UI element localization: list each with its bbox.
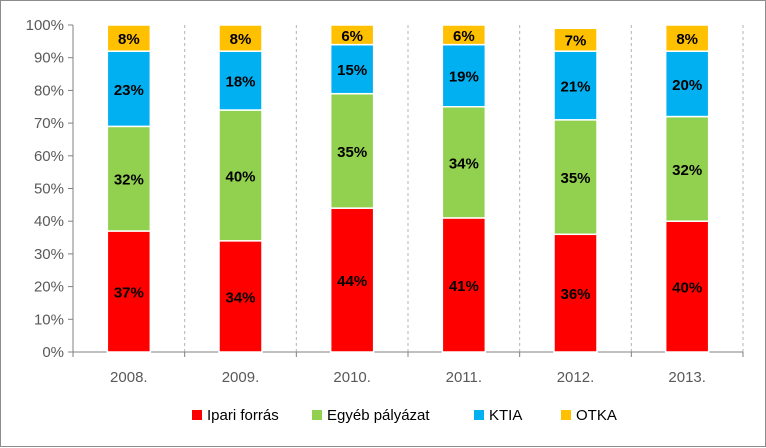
legend-swatch-ktia xyxy=(474,410,484,420)
bar-segment-egy-b-p-ly-zat xyxy=(218,109,263,242)
bar-segment-egy-b-p-ly-zat xyxy=(441,106,487,219)
data-label: 6% xyxy=(453,28,475,45)
data-label: 41% xyxy=(449,278,479,295)
data-label: 8% xyxy=(676,31,698,48)
legend-swatch-ipari-forr-s xyxy=(192,410,202,420)
y-tick-label: 70% xyxy=(34,115,64,132)
bar-segment-ktia xyxy=(441,43,487,108)
legend-label-ktia: KTIA xyxy=(489,407,522,424)
data-label: 37% xyxy=(114,285,144,302)
y-tick-label: 50% xyxy=(34,181,64,198)
bar-segment-otka xyxy=(218,24,263,52)
x-tick-label: 2011. xyxy=(446,369,482,386)
data-label: 40% xyxy=(672,280,702,297)
data-label: 36% xyxy=(560,286,590,303)
y-tick-label: 10% xyxy=(34,311,64,328)
bar-segment-egy-b-p-ly-zat xyxy=(329,92,375,209)
data-label: 8% xyxy=(230,31,252,48)
data-label: 7% xyxy=(565,33,587,50)
x-tick-label: 2008. xyxy=(110,369,148,386)
data-label: 32% xyxy=(114,172,144,189)
bar-segment-ktia xyxy=(106,50,152,128)
bar-segment-otka xyxy=(329,24,375,46)
bar-segment-ktia xyxy=(664,50,710,118)
y-tick-label: 80% xyxy=(34,82,64,99)
bar-segment-ipari-forr-s xyxy=(106,230,152,353)
bar-segment-ktia xyxy=(329,43,375,95)
data-label: 40% xyxy=(225,168,255,185)
data-label: 34% xyxy=(449,155,479,172)
bar-segment-otka xyxy=(553,27,598,52)
bar-segment-egy-b-p-ly-zat xyxy=(106,125,152,232)
data-label: 18% xyxy=(225,74,255,91)
y-tick-label: 0% xyxy=(42,344,64,361)
data-label: 34% xyxy=(225,289,255,306)
x-tick-label: 2010. xyxy=(333,369,371,386)
data-label: 8% xyxy=(118,31,140,48)
data-label: 44% xyxy=(337,273,367,290)
bar-segment-ipari-forr-s xyxy=(329,207,375,353)
data-label: 23% xyxy=(114,82,144,99)
data-label: 20% xyxy=(672,77,702,94)
data-label: 32% xyxy=(672,162,702,179)
bar-segment-otka xyxy=(664,24,710,52)
bar-segment-egy-b-p-ly-zat xyxy=(664,115,710,222)
y-tick-label: 40% xyxy=(34,213,64,230)
y-tick-label: 60% xyxy=(34,148,64,165)
data-label: 21% xyxy=(560,78,590,95)
bar-segment-ktia xyxy=(553,50,598,121)
bar-segment-egy-b-p-ly-zat xyxy=(553,119,598,236)
data-label: 35% xyxy=(560,170,590,187)
data-label: 15% xyxy=(337,62,367,79)
legend-swatch-otka xyxy=(561,410,571,420)
bar-segment-ipari-forr-s xyxy=(218,240,263,353)
data-label: 6% xyxy=(341,28,363,45)
bar-segment-otka xyxy=(441,24,487,46)
data-label: 35% xyxy=(337,144,367,161)
y-tick-label: 90% xyxy=(34,50,64,67)
bar-segment-otka xyxy=(106,24,152,52)
bar-segment-ktia xyxy=(218,50,263,111)
x-tick-label: 2012. xyxy=(557,369,595,386)
legend-label-ipari-forr-s: Ipari forrás xyxy=(207,407,279,424)
bar-segment-ipari-forr-s xyxy=(553,233,598,353)
y-tick-label: 20% xyxy=(34,279,64,296)
x-tick-label: 2013. xyxy=(668,369,706,386)
bar-segment-ipari-forr-s xyxy=(441,217,487,353)
data-label: 19% xyxy=(449,69,479,86)
y-tick-label: 100% xyxy=(26,17,64,34)
bar-segment-ipari-forr-s xyxy=(664,220,710,353)
legend-label-otka: OTKA xyxy=(576,407,617,424)
y-tick-label: 30% xyxy=(34,246,64,263)
legend-swatch-egy-b-p-ly-zat xyxy=(312,410,322,420)
legend-label-egy-b-p-ly-zat: Egyéb pályázat xyxy=(327,407,430,424)
x-tick-label: 2009. xyxy=(222,369,260,386)
